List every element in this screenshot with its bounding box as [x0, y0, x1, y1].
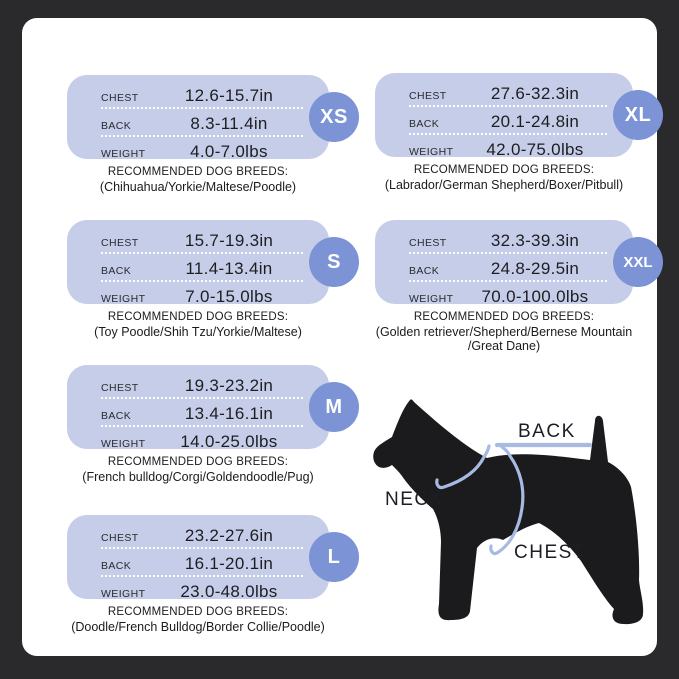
measurement-row-weight: WEIGHT 14.0-25.0lbs — [101, 429, 303, 455]
measurement-row-back: BACK 8.3-11.4in — [101, 111, 303, 137]
chest-value: 23.2-27.6in — [184, 526, 274, 545]
row-label-back: BACK — [101, 410, 132, 422]
measurement-row-chest: CHEST 15.7-19.3in — [101, 228, 303, 254]
row-label-weight: WEIGHT — [101, 438, 146, 450]
size-card-l: CHEST 23.2-27.6in BACK 16.1-20.1in WEIGH… — [67, 515, 359, 634]
breeds-caption: RECOMMENDED DOG BREEDS: (Labrador/German… — [334, 164, 674, 192]
row-label-weight: WEIGHT — [101, 148, 146, 160]
chest-value: 27.6-32.3in — [490, 84, 580, 103]
measurement-row-weight: WEIGHT 70.0-100.0lbs — [409, 284, 607, 310]
weight-value: 23.0-48.0lbs — [180, 582, 278, 601]
row-label-back: BACK — [409, 265, 440, 277]
size-badge-xs: XS — [309, 92, 359, 142]
size-card-xs: CHEST 12.6-15.7in BACK 8.3-11.4in WEIGHT… — [67, 75, 359, 194]
chest-value: 19.3-23.2in — [184, 376, 274, 395]
recommended-heading: RECOMMENDED DOG BREEDS: — [107, 166, 289, 178]
size-badge-s: S — [309, 237, 359, 287]
measurement-row-chest: CHEST 12.6-15.7in — [101, 83, 303, 109]
weight-value: 70.0-100.0lbs — [481, 287, 589, 306]
size-card: CHEST 19.3-23.2in BACK 13.4-16.1in WEIGH… — [67, 365, 359, 455]
measurement-row-chest: CHEST 19.3-23.2in — [101, 373, 303, 399]
row-label-back: BACK — [409, 118, 440, 130]
measurement-row-weight: WEIGHT 7.0-15.0lbs — [101, 284, 303, 310]
row-label-back: BACK — [101, 120, 132, 132]
measurement-row-chest: CHEST 27.6-32.3in — [409, 81, 607, 107]
row-label-weight: WEIGHT — [409, 293, 454, 305]
breeds-text: (Golden retriever/Shepherd/Bernese Mount… — [375, 325, 633, 354]
row-label-back: BACK — [101, 265, 132, 277]
chest-label: CHEST — [514, 542, 586, 563]
size-badge-l: L — [309, 532, 359, 582]
breeds-caption: RECOMMENDED DOG BREEDS: (French bulldog/… — [28, 456, 368, 484]
breeds-caption: RECOMMENDED DOG BREEDS: (Doodle/French B… — [28, 606, 368, 634]
neck-label: NECK — [385, 489, 444, 510]
row-label-chest: CHEST — [101, 532, 139, 544]
breeds-text: (Labrador/German Shepherd/Boxer/Pitbull) — [384, 178, 624, 192]
size-badge-xl: XL — [613, 90, 663, 140]
size-card: CHEST 27.6-32.3in BACK 20.1-24.8in WEIGH… — [375, 73, 663, 163]
chest-value: 32.3-39.3in — [490, 231, 580, 250]
row-label-chest: CHEST — [101, 382, 139, 394]
row-label-chest: CHEST — [101, 237, 139, 249]
back-value: 24.8-29.5in — [490, 259, 580, 278]
breeds-caption: RECOMMENDED DOG BREEDS: (Chihuahua/Yorki… — [28, 166, 368, 194]
breeds-caption: RECOMMENDED DOG BREEDS: (Golden retrieve… — [334, 311, 674, 354]
back-value: 16.1-20.1in — [184, 554, 274, 573]
size-card: CHEST 12.6-15.7in BACK 8.3-11.4in WEIGHT… — [67, 75, 359, 165]
row-label-chest: CHEST — [101, 92, 139, 104]
measurement-row-back: BACK 24.8-29.5in — [409, 256, 607, 282]
chest-value: 15.7-19.3in — [184, 231, 274, 250]
size-card: CHEST 32.3-39.3in BACK 24.8-29.5in WEIGH… — [375, 220, 663, 310]
recommended-heading: RECOMMENDED DOG BREEDS: — [107, 606, 289, 618]
weight-value: 42.0-75.0lbs — [486, 140, 584, 159]
breeds-text: (Toy Poodle/Shih Tzu/Yorkie/Maltese) — [94, 325, 302, 339]
chest-measure-arc — [489, 445, 525, 556]
size-badge-xxl: XXL — [613, 237, 663, 287]
back-value: 11.4-13.4in — [185, 259, 273, 278]
back-value: 20.1-24.8in — [490, 112, 580, 131]
measurement-row-chest: CHEST 23.2-27.6in — [101, 523, 303, 549]
recommended-heading: RECOMMENDED DOG BREEDS: — [107, 456, 289, 468]
back-value: 13.4-16.1in — [184, 404, 274, 423]
row-label-weight: WEIGHT — [101, 293, 146, 305]
recommended-heading: RECOMMENDED DOG BREEDS: — [107, 311, 289, 323]
breeds-text: (Doodle/French Bulldog/Border Collie/Poo… — [71, 620, 325, 634]
measurement-row-weight: WEIGHT 4.0-7.0lbs — [101, 139, 303, 165]
size-card-m: CHEST 19.3-23.2in BACK 13.4-16.1in WEIGH… — [67, 365, 359, 484]
dog-measurement-diagram: BACK NECK CHEST — [367, 390, 673, 640]
row-label-weight: WEIGHT — [409, 146, 454, 158]
measurement-row-back: BACK 11.4-13.4in — [101, 256, 303, 282]
size-card-xl: CHEST 27.6-32.3in BACK 20.1-24.8in WEIGH… — [375, 73, 663, 192]
size-chart-panel: CHEST 12.6-15.7in BACK 8.3-11.4in WEIGHT… — [22, 18, 663, 656]
recommended-heading: RECOMMENDED DOG BREEDS: — [413, 164, 595, 176]
measurement-row-weight: WEIGHT 23.0-48.0lbs — [101, 579, 303, 605]
measurement-row-chest: CHEST 32.3-39.3in — [409, 228, 607, 254]
dog-silhouette — [373, 399, 644, 625]
measurement-row-weight: WEIGHT 42.0-75.0lbs — [409, 137, 607, 163]
weight-value: 7.0-15.0lbs — [185, 287, 273, 306]
size-card-xxl: CHEST 32.3-39.3in BACK 24.8-29.5in WEIGH… — [375, 220, 663, 354]
chest-value: 12.6-15.7in — [184, 86, 274, 105]
row-label-chest: CHEST — [409, 90, 447, 102]
measurement-row-back: BACK 13.4-16.1in — [101, 401, 303, 427]
size-card: CHEST 23.2-27.6in BACK 16.1-20.1in WEIGH… — [67, 515, 359, 605]
row-label-weight: WEIGHT — [101, 588, 146, 600]
breeds-text: (French bulldog/Corgi/Goldendoodle/Pug) — [82, 470, 314, 484]
size-card-s: CHEST 15.7-19.3in BACK 11.4-13.4in WEIGH… — [67, 220, 359, 339]
neck-measure-arc — [435, 444, 491, 490]
measurement-row-back: BACK 20.1-24.8in — [409, 109, 607, 135]
measurement-row-back: BACK 16.1-20.1in — [101, 551, 303, 577]
weight-value: 14.0-25.0lbs — [180, 432, 278, 451]
weight-value: 4.0-7.0lbs — [190, 142, 268, 161]
size-card: CHEST 15.7-19.3in BACK 11.4-13.4in WEIGH… — [67, 220, 359, 310]
recommended-heading: RECOMMENDED DOG BREEDS: — [413, 311, 595, 323]
dog-silhouette-svg — [373, 399, 644, 625]
breeds-text: (Chihuahua/Yorkie/Maltese/Poodle) — [99, 180, 297, 194]
row-label-back: BACK — [101, 560, 132, 572]
row-label-chest: CHEST — [409, 237, 447, 249]
back-label: BACK — [518, 421, 576, 442]
size-badge-m: M — [309, 382, 359, 432]
breeds-caption: RECOMMENDED DOG BREEDS: (Toy Poodle/Shih… — [28, 311, 368, 339]
back-value: 8.3-11.4in — [190, 114, 268, 133]
